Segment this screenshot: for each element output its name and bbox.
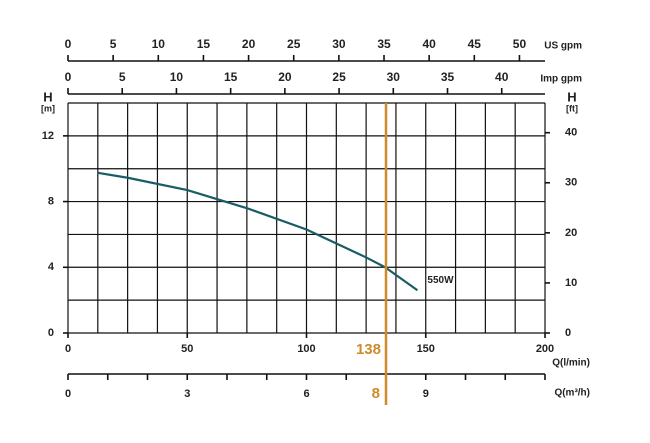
y2-tick-label: 10 [565,277,577,289]
y-tick-label: 12 [42,130,54,142]
bottom2-axis-label: Q(m³/h) [554,388,590,399]
bottom2-tick-label: 6 [303,388,309,400]
y-tick-label: 8 [48,195,54,207]
top-tick-label: 45 [468,37,482,51]
top-tick-label: 15 [197,37,211,51]
top-tick-label: 40 [495,70,509,84]
top-tick-label: 30 [387,70,401,84]
x-tick-label: 50 [181,343,193,355]
y2-axis-unit: [ft] [566,103,578,113]
top-tick-label: 30 [332,37,346,51]
y-tick-label: 4 [48,261,55,273]
duty-flow-label: 138 [356,341,381,358]
y2-tick-label: 20 [565,227,577,239]
y-axis-unit: [m] [41,103,55,113]
top-tick-label: 50 [513,37,527,51]
top-tick-label: 20 [278,70,292,84]
curve [97,171,419,292]
top-tick-label: 0 [65,70,72,84]
y2-tick-label: 30 [565,177,577,189]
top-tick-label: 0 [65,37,72,51]
curve-label: 550W [427,275,454,286]
top-tick-label: 5 [119,70,126,84]
bottom2-tick-label: 3 [184,388,190,400]
y-axis-label: H [43,89,52,104]
x-tick-label: 200 [536,343,554,355]
top-tick-label: 25 [287,37,301,51]
top-tick-label: 35 [441,70,455,84]
top-axis-label: US gpm [544,41,582,52]
x-tick-label: 150 [417,343,435,355]
x-tick-label: 0 [65,343,71,355]
x-axis-label: Q(l/min) [552,358,590,369]
top-tick-label: 10 [170,70,184,84]
top-tick-label: 25 [332,70,346,84]
top-tick-label: 10 [152,37,166,51]
y-tick-label: 0 [48,327,54,339]
y2-tick-label: 0 [565,327,571,339]
y2-tick-label: 40 [565,127,577,139]
top-tick-label: 20 [242,37,256,51]
x-tick-label: 100 [297,343,315,355]
y2-axis-label: H [567,89,576,104]
top-tick-label: 5 [110,37,117,51]
top-tick-label: 15 [224,70,238,84]
bottom2-tick-label: 0 [65,388,71,400]
top-tick-label: 40 [422,37,436,51]
bottom2-tick-label: 9 [423,388,429,400]
top-axis-label: Imp gpm [540,74,582,85]
top-tick-label: 35 [377,37,391,51]
duty-m3h-label: 8 [372,385,380,402]
